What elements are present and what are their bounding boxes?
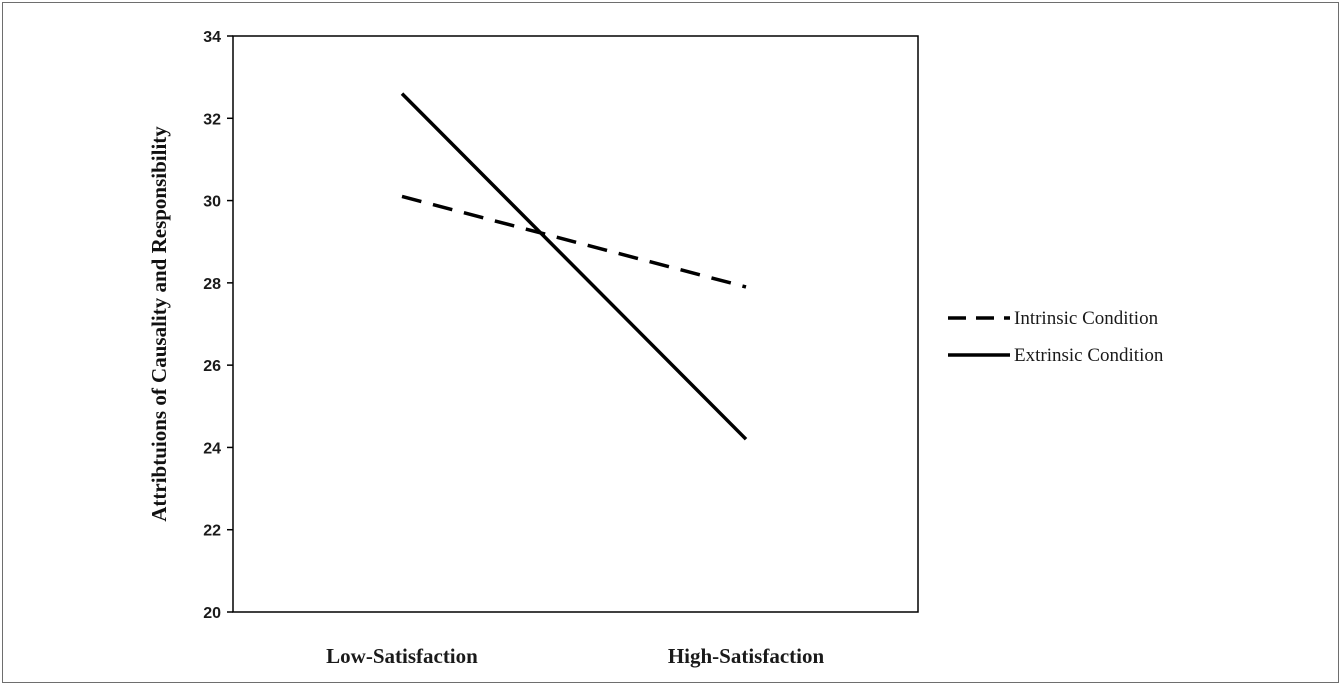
y-tick-label: 26 (203, 358, 221, 375)
y-axis-title: Attribtuions of Causality and Responsibi… (147, 126, 171, 522)
extrinsic-condition-line (400, 92, 748, 441)
legend: Intrinsic Condition Extrinsic Condition (948, 308, 1164, 366)
y-tick-label: 34 (203, 29, 221, 46)
series-lines (400, 92, 748, 441)
y-tick-label: 32 (203, 111, 221, 128)
y-axis-ticks: 20 22 24 26 28 30 32 34 (203, 29, 233, 622)
y-tick-label: 22 (203, 523, 221, 540)
legend-label: Extrinsic Condition (1014, 345, 1164, 366)
y-tick-label: 24 (203, 440, 221, 457)
y-tick-label: 28 (203, 276, 221, 293)
x-category-label: High-Satisfaction (668, 644, 825, 668)
legend-label: Intrinsic Condition (1014, 308, 1159, 329)
x-axis-categories: Low-Satisfaction High-Satisfaction (326, 644, 824, 668)
intrinsic-condition-line (401, 194, 747, 289)
y-tick-label: 20 (203, 605, 221, 622)
y-tick-label: 30 (203, 194, 221, 211)
x-category-label: Low-Satisfaction (326, 644, 478, 668)
plot-area (232, 35, 919, 613)
